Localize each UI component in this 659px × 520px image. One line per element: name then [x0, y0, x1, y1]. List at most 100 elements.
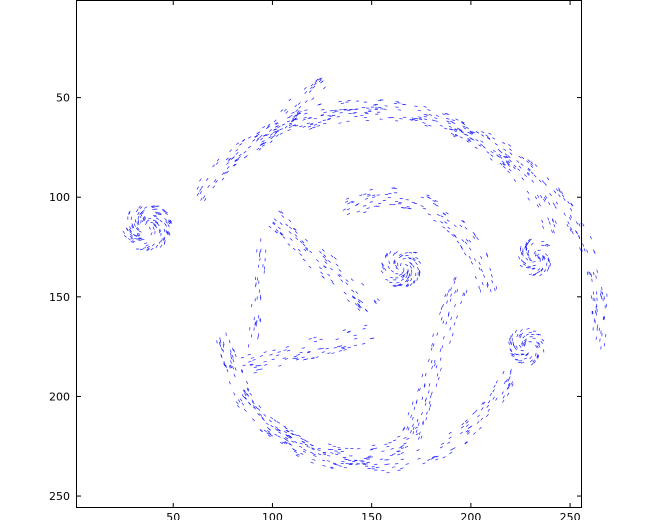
- vector-arrow-1152: [417, 388, 419, 392]
- vector-arrow-1416: [547, 258, 549, 262]
- vector-arrow-697: [322, 451, 327, 454]
- vector-arrow-163: [454, 133, 459, 136]
- vector-arrow-964: [279, 222, 283, 225]
- vector-arrow-1110: [442, 303, 444, 308]
- vector-arrow-1425: [536, 254, 540, 257]
- vector-arrow-763: [237, 404, 240, 408]
- vector-arrow-875: [407, 207, 411, 210]
- vector-arrow-910: [299, 240, 303, 244]
- vector-arrow-451: [530, 161, 534, 164]
- vector-arrow-492: [285, 439, 289, 442]
- vector-arrow-1166: [419, 431, 421, 435]
- vector-arrow-220: [541, 219, 544, 223]
- vector-arrow-18: [548, 221, 551, 225]
- vector-arrow-250: [524, 174, 527, 177]
- vector-arrow-379: [235, 149, 239, 152]
- vector-arrow-1163: [420, 435, 423, 439]
- vector-arrow-1227: [294, 104, 298, 108]
- vector-arrow-592: [335, 464, 339, 466]
- vector-arrow-769: [372, 444, 376, 446]
- vector-arrow-727: [311, 448, 315, 451]
- vector-arrow-100: [418, 116, 422, 118]
- vector-arrow-137: [274, 122, 278, 125]
- vector-arrow-500: [400, 467, 404, 469]
- vector-arrow-375: [526, 160, 530, 164]
- vector-arrow-954: [373, 299, 377, 303]
- vector-arrow-1188: [270, 133, 273, 136]
- vector-arrow-1414: [523, 261, 527, 265]
- vector-arrow-1151: [432, 333, 434, 337]
- vector-arrow-1460: [528, 331, 533, 334]
- vector-arrow-260: [526, 172, 530, 176]
- vector-arrow-563: [224, 364, 227, 368]
- vector-arrow-145: [199, 178, 202, 182]
- vector-arrow-1108: [449, 298, 452, 302]
- vector-arrow-120: [289, 115, 293, 118]
- vector-arrow-31: [452, 135, 456, 138]
- vector-arrow-729: [312, 453, 316, 455]
- vector-arrow-721: [288, 442, 292, 445]
- vector-arrow-87: [318, 103, 322, 105]
- vector-arrow-1496: [523, 343, 525, 347]
- vector-arrow-262: [505, 160, 509, 163]
- vector-arrow-549: [241, 402, 245, 406]
- vector-arrow-837: [413, 202, 418, 205]
- vector-arrow-236: [570, 227, 573, 231]
- vector-arrow-1257: [137, 211, 140, 215]
- vector-arrow-35: [403, 103, 407, 106]
- vector-arrow-1535: [402, 258, 406, 260]
- vector-arrow-62: [277, 125, 281, 128]
- vector-arrow-1470: [538, 344, 541, 348]
- vector-arrow-1477: [514, 358, 518, 361]
- vector-arrow-280: [322, 119, 326, 121]
- vector-arrow-1030: [325, 347, 329, 350]
- vector-arrow-1286: [161, 208, 166, 211]
- vector-arrow-1488: [525, 333, 529, 336]
- vector-arrow-1317: [141, 209, 145, 213]
- vector-arrow-1437: [529, 259, 533, 262]
- vector-arrow-1471: [535, 341, 539, 345]
- vector-arrow-1233: [303, 87, 307, 90]
- vector-arrow-1426: [525, 242, 528, 247]
- vector-arrow-705: [239, 398, 243, 402]
- vector-arrow-289: [561, 194, 565, 198]
- vector-arrow-1393: [537, 249, 541, 251]
- vector-arrow-378: [470, 131, 474, 134]
- vector-arrow-669: [384, 443, 388, 446]
- vector-arrow-1186: [425, 397, 427, 401]
- vector-arrow-266: [593, 250, 596, 255]
- vector-arrow-332: [508, 144, 512, 147]
- vector-arrow-833: [433, 219, 437, 222]
- vector-arrow-874: [460, 246, 464, 250]
- vector-arrow-6: [499, 162, 503, 166]
- vector-arrow-1051: [263, 360, 267, 363]
- vector-arrow-810: [491, 280, 493, 284]
- vector-arrow-307: [451, 119, 455, 122]
- vector-arrow-1465: [532, 337, 536, 340]
- vector-arrow-187: [205, 178, 209, 182]
- vector-arrow-1392: [533, 251, 536, 255]
- vector-arrow-829: [364, 198, 369, 200]
- vector-arrow-635: [502, 370, 505, 375]
- vector-arrow-821: [478, 267, 481, 271]
- vector-arrow-292: [488, 132, 492, 135]
- vector-arrow-458: [321, 459, 326, 462]
- y-tick-label: 100: [49, 191, 70, 204]
- vector-arrow-318: [265, 134, 269, 137]
- vector-arrow-10: [226, 162, 229, 165]
- vector-arrow-710: [243, 408, 247, 412]
- vector-arrow-1279: [143, 242, 148, 245]
- vector-arrow-613: [466, 430, 470, 433]
- vector-arrow-57: [200, 197, 203, 201]
- vector-arrow-1206: [269, 129, 272, 132]
- vector-arrow-1215: [288, 98, 292, 102]
- vector-arrow-615: [243, 389, 246, 393]
- vector-arrow-873: [346, 197, 350, 200]
- vector-arrow-952: [282, 236, 286, 239]
- vector-arrow-1596: [385, 252, 388, 257]
- vector-arrow-1389: [527, 265, 531, 267]
- vector-arrow-918: [289, 226, 292, 230]
- vector-arrow-839: [472, 235, 476, 239]
- vector-arrow-1092: [307, 350, 311, 353]
- vector-arrow-13: [543, 197, 547, 201]
